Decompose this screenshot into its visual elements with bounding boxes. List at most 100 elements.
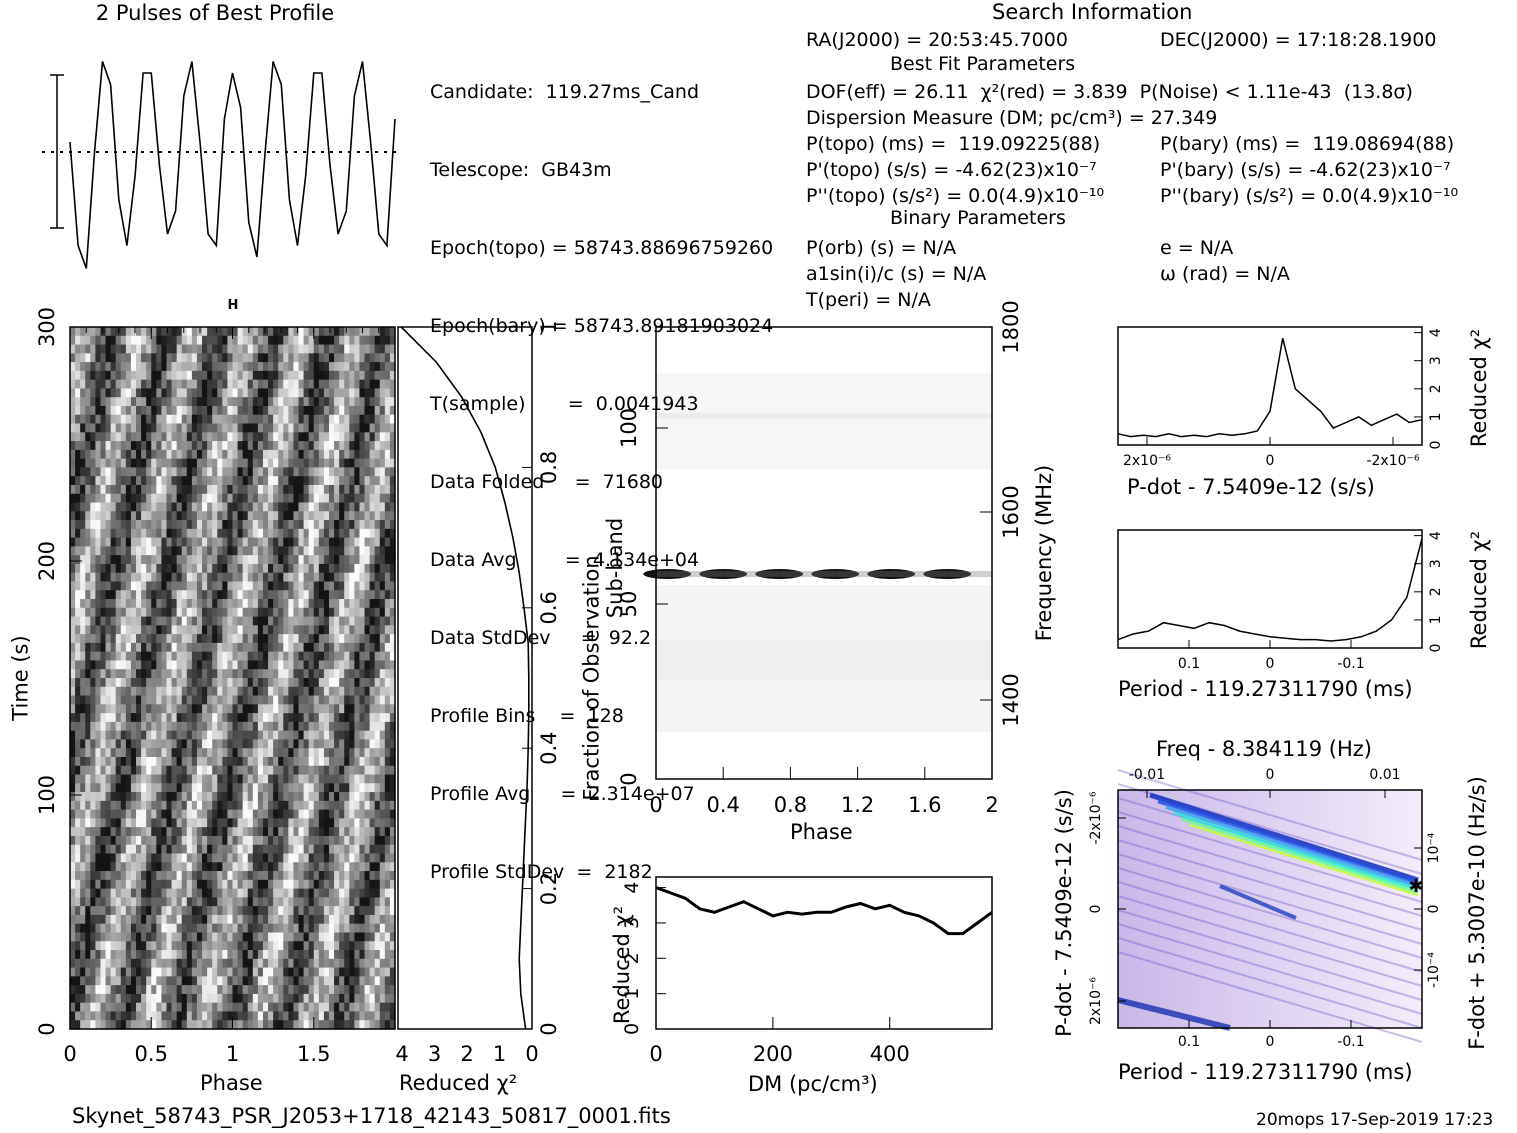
heatmap-cell <box>374 686 381 697</box>
heatmap-cell <box>202 897 208 907</box>
heatmap-cell <box>212 695 218 705</box>
heatmap-cell <box>273 660 279 670</box>
heatmap-cell <box>191 467 198 477</box>
heatmap-cell <box>130 537 137 547</box>
heatmap-cell <box>171 511 178 521</box>
heatmap-cell <box>354 739 361 749</box>
heatmap-cell <box>95 414 102 425</box>
heatmap-cell <box>166 783 173 793</box>
heatmap-cell <box>364 809 371 820</box>
heatmap-cell <box>359 721 366 732</box>
heatmap-cell <box>242 616 249 626</box>
heatmap-cell <box>379 335 386 346</box>
heatmap-cell <box>75 783 81 793</box>
heatmap-cell <box>176 563 183 574</box>
heatmap-cell <box>100 511 107 521</box>
heatmap-cell <box>237 765 244 776</box>
heatmap-cell <box>207 520 213 530</box>
heatmap-cell <box>191 695 198 705</box>
heatmap-cell <box>268 678 274 688</box>
heatmap-cell <box>283 388 289 398</box>
heatmap-cell <box>303 607 310 618</box>
heatmap-cell <box>202 405 208 416</box>
heatmap-cell <box>252 423 259 433</box>
heatmap-cell <box>303 827 310 837</box>
heatmap-cell <box>308 546 315 556</box>
heatmap-cell <box>318 800 325 811</box>
heatmap-cell <box>146 476 152 486</box>
heatmap-cell <box>115 756 122 767</box>
heatmap-cell <box>161 493 168 504</box>
heatmap-cell <box>166 792 173 802</box>
heatmap-cell <box>237 484 244 495</box>
heatmap-cell <box>80 932 86 942</box>
heatmap-cell <box>308 678 315 688</box>
heatmap-cell <box>273 748 279 758</box>
heatmap-cell <box>141 520 147 530</box>
heatmap-cell <box>151 660 157 670</box>
heatmap-cell <box>191 704 198 714</box>
heatmap-cell <box>232 993 239 1004</box>
heatmap-cell <box>293 388 300 398</box>
heatmap-cell <box>252 835 259 846</box>
heatmap-cell <box>369 607 376 618</box>
heatmap-cell <box>339 713 345 723</box>
heatmap-cell <box>369 774 376 784</box>
heatmap-cell <box>389 335 396 346</box>
heatmap-cell <box>171 449 178 460</box>
heatmap-cell <box>191 362 198 372</box>
heatmap-cell <box>156 493 163 504</box>
heatmap-cell <box>334 370 340 381</box>
heatmap-cell <box>354 370 361 381</box>
heatmap-cell <box>283 835 289 846</box>
heatmap-cell <box>75 423 81 433</box>
heatmap-cell <box>247 906 254 916</box>
heatmap-cell <box>227 809 234 820</box>
heatmap-cell <box>384 932 391 942</box>
heatmap-cell <box>75 484 81 495</box>
heatmap-cell <box>130 388 137 398</box>
heatmap-cell <box>339 871 345 881</box>
heatmap-cell <box>207 642 213 653</box>
heatmap-cell <box>323 827 330 837</box>
heatmap-cell <box>166 748 173 758</box>
heatmap-cell <box>339 827 345 837</box>
heatmap-cell <box>227 423 234 433</box>
heatmap-cell <box>273 756 279 767</box>
heatmap-cell <box>262 985 269 995</box>
heatmap-cell <box>151 432 157 442</box>
heatmap-cell <box>323 765 330 776</box>
heatmap-cell <box>323 967 330 977</box>
heatmap-cell <box>176 625 183 635</box>
heatmap-cell <box>125 414 132 425</box>
heatmap-cell <box>186 397 193 407</box>
heatmap-cell <box>303 932 310 942</box>
heatmap-cell <box>136 686 142 697</box>
heatmap-cell <box>80 581 86 591</box>
heatmap-cell <box>217 660 223 670</box>
heatmap-cell <box>303 993 310 1004</box>
heatmap-cell <box>242 344 249 354</box>
heatmap-cell <box>247 379 254 390</box>
heatmap-cell <box>80 686 86 697</box>
heatmap-cell <box>379 581 386 591</box>
heatmap-cell <box>207 546 213 556</box>
heatmap-cell <box>100 792 107 802</box>
heatmap-cell <box>278 362 284 372</box>
heatmap-cell <box>268 774 274 784</box>
heatmap-cell <box>90 993 96 1004</box>
heatmap-cell <box>110 774 117 784</box>
heatmap-cell <box>298 827 305 837</box>
heatmap-cell <box>283 432 289 442</box>
heatmap-cell <box>278 458 284 469</box>
heatmap-cell <box>283 344 289 354</box>
heatmap-cell <box>181 835 188 846</box>
heatmap-cell <box>105 678 112 688</box>
heatmap-cell <box>202 827 208 837</box>
heatmap-cell <box>166 362 173 372</box>
heatmap-cell <box>237 906 244 916</box>
heatmap-cell <box>136 344 142 354</box>
heatmap-cell <box>130 721 137 732</box>
heatmap-cell <box>222 879 229 890</box>
heatmap-cell <box>95 449 102 460</box>
